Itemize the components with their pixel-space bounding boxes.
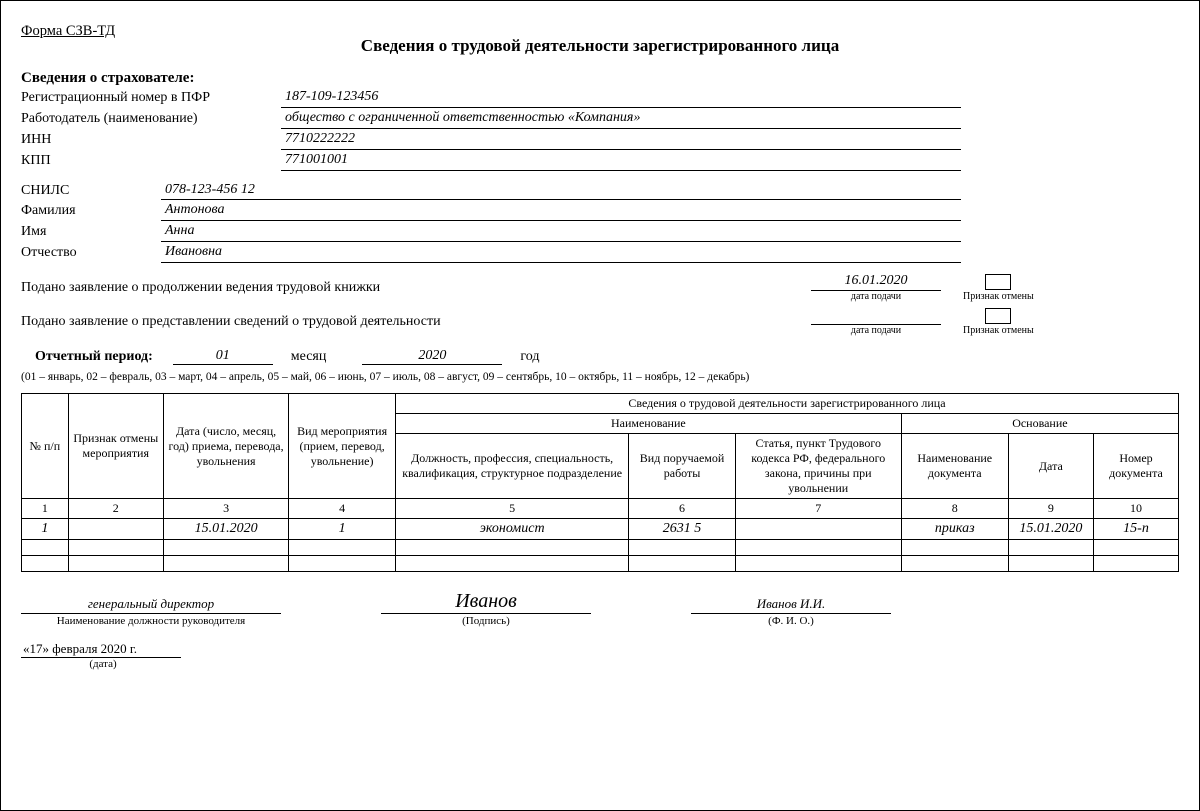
table-row: [22, 540, 1179, 556]
statement-1-cancel-caption: Признак отмены: [963, 291, 1034, 302]
period-year-value: 2020: [362, 348, 502, 365]
reg-value: 187-109-123456: [281, 88, 961, 108]
th-doc-date: Дата: [1008, 434, 1093, 499]
statement-2-cancel-box[interactable]: [985, 308, 1011, 324]
cell-5: экономист: [395, 519, 629, 540]
colnum-3: 3: [163, 499, 289, 519]
period-hint: (01 – январь, 02 – февраль, 03 – март, 0…: [21, 371, 1179, 383]
colnum-4: 4: [289, 499, 396, 519]
colnum-6: 6: [629, 499, 735, 519]
signature-block: генеральный директор Наименование должно…: [21, 590, 1179, 627]
kpp-label: КПП: [21, 152, 281, 171]
th-date: Дата (число, месяц, год) приема, перевод…: [163, 394, 289, 499]
colnum-1: 1: [22, 499, 69, 519]
lastname-label: Фамилия: [21, 202, 161, 221]
insurer-header: Сведения о страхователе:: [21, 70, 1179, 87]
th-kind: Вид мероприятия (прием, перевод, увольне…: [289, 394, 396, 499]
footer-date: «17» февраля 2020 г. (дата): [21, 641, 1179, 670]
document-title: Сведения о трудовой деятельности зарегис…: [21, 36, 1179, 56]
th-position: Должность, профессия, специальность, ква…: [395, 434, 629, 499]
table-row: [22, 556, 1179, 572]
period-month-unit: месяц: [273, 349, 363, 365]
statement-2: Подано заявление о представлении сведени…: [21, 308, 1179, 336]
sig-position-value: генеральный директор: [21, 596, 281, 614]
colnum-10: 10: [1094, 499, 1179, 519]
colnum-8: 8: [901, 499, 1008, 519]
table-row: 1 15.01.2020 1 экономист 2631 5 приказ 1…: [22, 519, 1179, 540]
document-page: Форма СЗВ-ТД Сведения о трудовой деятель…: [0, 0, 1200, 811]
firstname-label: Имя: [21, 223, 161, 242]
insurer-block: Регистрационный номер в ПФР 187-109-1234…: [21, 88, 961, 171]
sig-position-caption: Наименование должности руководителя: [21, 614, 281, 627]
person-block: СНИЛС 078-123-456 12 Фамилия Антонова Им…: [21, 181, 961, 264]
cell-7: [735, 519, 901, 540]
reg-label: Регистрационный номер в ПФР: [21, 89, 281, 108]
th-assigned: Вид поручаемой работы: [629, 434, 735, 499]
firstname-value: Анна: [161, 222, 961, 242]
patronymic-label: Отчество: [21, 244, 161, 263]
statement-2-date: [811, 309, 941, 325]
period-month-value: 01: [173, 348, 273, 365]
cell-10: 15-п: [1094, 519, 1179, 540]
activity-table: № п/п Признак отмены мероприятия Дата (ч…: [21, 393, 1179, 572]
statement-2-cancel-caption: Признак отмены: [963, 325, 1034, 336]
sig-fio-caption: (Ф. И. О.): [691, 614, 891, 627]
footer-date-value: «17» февраля 2020 г.: [21, 641, 181, 658]
sig-fio-value: Иванов И.И.: [691, 596, 891, 614]
snils-value: 078-123-456 12: [161, 181, 961, 201]
colnum-2: 2: [68, 499, 163, 519]
kpp-value: 771001001: [281, 151, 961, 171]
statement-2-text: Подано заявление о представлении сведени…: [21, 314, 811, 330]
th-top-header: Сведения о трудовой деятельности зарегис…: [395, 394, 1178, 414]
th-article: Статья, пункт Трудового кодекса РФ, феде…: [735, 434, 901, 499]
statement-1-date: 16.01.2020: [811, 273, 941, 291]
statement-1-text: Подано заявление о продолжении ведения т…: [21, 280, 811, 296]
employer-label: Работодатель (наименование): [21, 110, 281, 129]
statement-1: Подано заявление о продолжении ведения т…: [21, 273, 1179, 302]
cell-3: 15.01.2020: [163, 519, 289, 540]
cell-1: 1: [22, 519, 69, 540]
sig-sign-value: Иванов: [381, 590, 591, 614]
table-number-row: 1 2 3 4 5 6 7 8 9 10: [22, 499, 1179, 519]
inn-label: ИНН: [21, 131, 281, 150]
th-doc-num: Номер документа: [1094, 434, 1179, 499]
lastname-value: Антонова: [161, 201, 961, 221]
period-year-unit: год: [502, 349, 575, 365]
statement-2-date-caption: дата подачи: [811, 325, 941, 336]
cell-6: 2631 5: [629, 519, 735, 540]
th-cancel: Признак отмены мероприятия: [68, 394, 163, 499]
patronymic-value: Ивановна: [161, 243, 961, 263]
colnum-9: 9: [1008, 499, 1093, 519]
employer-value: общество с ограниченной ответственностью…: [281, 109, 961, 129]
statement-1-cancel-box[interactable]: [985, 274, 1011, 290]
cell-9: 15.01.2020: [1008, 519, 1093, 540]
period-label: Отчетный период:: [21, 349, 173, 365]
cell-8: приказ: [901, 519, 1008, 540]
reporting-period: Отчетный период: 01 месяц 2020 год: [21, 348, 1179, 365]
th-doc-name: Наименование документа: [901, 434, 1008, 499]
snils-label: СНИЛС: [21, 182, 161, 201]
sig-sign-caption: (Подпись): [381, 614, 591, 627]
cell-4: 1: [289, 519, 396, 540]
colnum-5: 5: [395, 499, 629, 519]
cell-2: [68, 519, 163, 540]
statement-1-date-caption: дата подачи: [811, 291, 941, 302]
footer-date-caption: (дата): [21, 658, 185, 670]
colnum-7: 7: [735, 499, 901, 519]
th-no: № п/п: [22, 394, 69, 499]
th-basis-group: Основание: [901, 414, 1178, 434]
inn-value: 7710222222: [281, 130, 961, 150]
th-name-group: Наименование: [395, 414, 901, 434]
